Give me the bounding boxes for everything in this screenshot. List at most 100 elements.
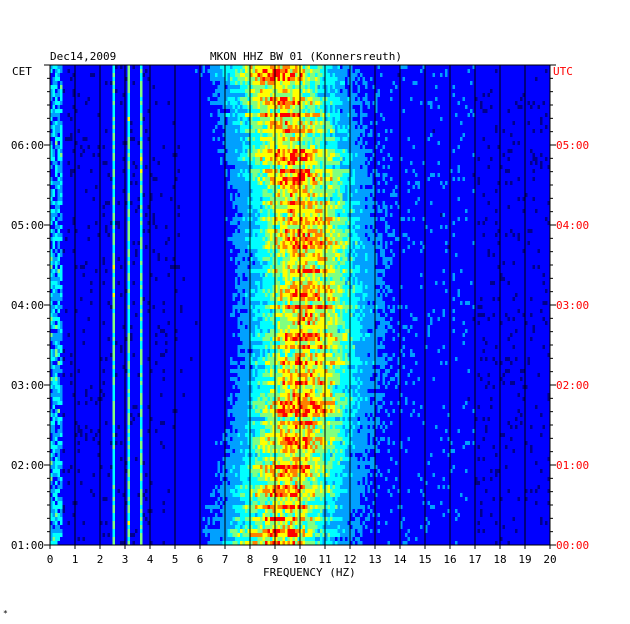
heatmap-cell (140, 145, 143, 149)
heatmap-cell (62, 109, 65, 113)
heatmap-cell (525, 109, 528, 113)
heatmap-cell (522, 113, 525, 117)
heatmap-cell (425, 109, 428, 113)
heatmap-cell (52, 121, 55, 125)
heatmap-cell (257, 85, 260, 89)
heatmap-cell (360, 149, 363, 153)
heatmap-cell (407, 69, 410, 73)
heatmap-cell (75, 165, 78, 169)
heatmap-cell (450, 101, 453, 105)
heatmap-cell (437, 141, 440, 145)
heatmap-cell (310, 101, 313, 105)
heatmap-cell (302, 145, 305, 149)
heatmap-cell (82, 69, 85, 73)
heatmap-cell (52, 85, 55, 89)
heatmap-cell (75, 153, 78, 157)
heatmap-cell (62, 81, 65, 85)
heatmap-cell (105, 93, 108, 97)
heatmap-cell (450, 113, 453, 117)
heatmap-cell (262, 105, 265, 109)
heatmap-cell (392, 141, 395, 145)
heatmap-cell (225, 121, 228, 125)
heatmap-cell (85, 161, 88, 165)
heatmap-cell (135, 101, 138, 105)
heatmap-cell (95, 69, 98, 73)
heatmap-cell (125, 125, 128, 129)
heatmap-cell (282, 73, 285, 77)
heatmap-cell (332, 109, 335, 113)
heatmap-cell (510, 81, 513, 85)
heatmap-cell (472, 133, 475, 137)
heatmap-cell (375, 109, 378, 113)
heatmap-cell (380, 157, 383, 161)
heatmap-cell (187, 105, 190, 109)
heatmap-cell (142, 141, 145, 145)
heatmap-cell (310, 105, 313, 109)
heatmap-cell (465, 137, 468, 141)
heatmap-cell (142, 97, 145, 101)
heatmap-cell (202, 77, 205, 81)
heatmap-cell (220, 69, 223, 73)
heatmap-cell (312, 133, 315, 137)
heatmap-cell (302, 105, 305, 109)
heatmap-cell (362, 77, 365, 81)
heatmap-cell (190, 117, 193, 121)
heatmap-cell (247, 121, 250, 125)
heatmap-cell (375, 153, 378, 157)
heatmap-cell (182, 77, 185, 81)
heatmap-cell (542, 93, 545, 97)
heatmap-cell (297, 125, 300, 129)
heatmap-cell (135, 157, 138, 161)
heatmap-cell (365, 85, 368, 89)
heatmap-cell (82, 133, 85, 137)
heatmap-cell (390, 117, 393, 121)
heatmap-cell (205, 165, 208, 169)
heatmap-cell (135, 65, 138, 69)
heatmap-cell (295, 145, 298, 149)
heatmap-cell (152, 117, 155, 121)
heatmap-cell (445, 109, 448, 113)
heatmap-cell (290, 153, 293, 157)
heatmap-cell (80, 65, 83, 69)
heatmap-cell (157, 125, 160, 129)
heatmap-cell (247, 149, 250, 153)
heatmap-cell (465, 145, 468, 149)
heatmap-cell (405, 97, 408, 101)
heatmap-cell (512, 77, 515, 81)
heatmap-cell (515, 77, 518, 81)
heatmap-cell (365, 81, 368, 85)
heatmap-cell (115, 69, 118, 73)
heatmap-cell (310, 133, 313, 137)
heatmap-cell (465, 113, 468, 117)
heatmap-cell (170, 105, 173, 109)
heatmap-cell (407, 145, 410, 149)
heatmap-cell (225, 97, 228, 101)
heatmap-cell (295, 153, 298, 157)
heatmap-cell (165, 137, 168, 141)
heatmap-cell (452, 109, 455, 113)
heatmap-cell (385, 141, 388, 145)
heatmap-cell (187, 69, 190, 73)
heatmap-cell (270, 125, 273, 129)
heatmap-cell (357, 65, 360, 69)
heatmap-cell (502, 117, 505, 121)
heatmap-cell (242, 101, 245, 105)
heatmap-cell (397, 161, 400, 165)
heatmap-cell (372, 113, 375, 117)
heatmap-cell (352, 69, 355, 73)
heatmap-cell (87, 69, 90, 73)
heatmap-cell (220, 117, 223, 121)
heatmap-cell (415, 145, 418, 149)
heatmap-cell (172, 161, 175, 165)
heatmap-cell (402, 125, 405, 129)
heatmap-cell (327, 105, 330, 109)
heatmap-cell (515, 93, 518, 97)
heatmap-cell (512, 149, 515, 153)
heatmap-cell (115, 149, 118, 153)
heatmap-cell (225, 93, 228, 97)
heatmap-cell (120, 69, 123, 73)
heatmap-cell (227, 77, 230, 81)
heatmap-cell (232, 153, 235, 157)
heatmap-cell (482, 105, 485, 109)
heatmap-cell (157, 141, 160, 145)
